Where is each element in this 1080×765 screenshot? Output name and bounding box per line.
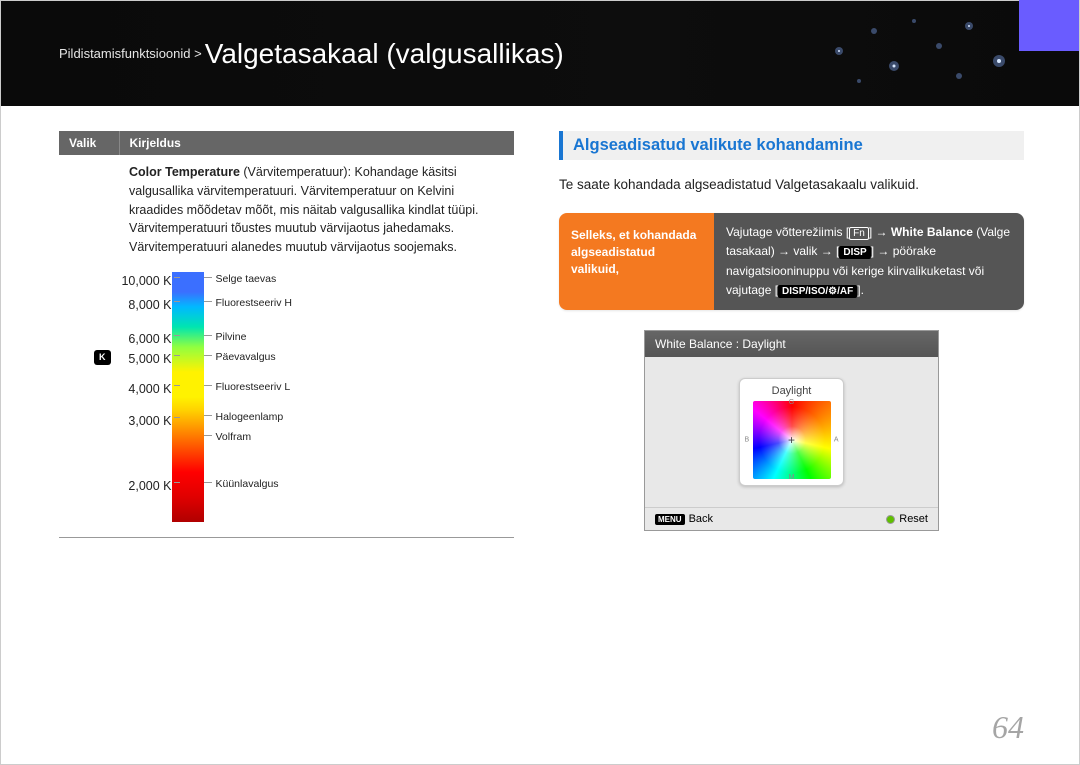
- content-area: Valik Kirjeldus Color Temperature (Värvi…: [1, 106, 1079, 538]
- kelvin-tick-label: 2,000 K: [128, 477, 171, 496]
- axis-label-g: G: [789, 399, 794, 406]
- table-description-cell: Color Temperature (Värvitemperatuur): Ko…: [119, 155, 514, 537]
- wb-preset-name: Daylight: [746, 385, 837, 397]
- wb-adjust-box: Daylight G M B A +: [739, 378, 844, 486]
- breadcrumb: Pildistamisfunktsioonid >: [59, 46, 202, 61]
- table-header-desc: Kirjeldus: [119, 131, 514, 155]
- axis-label-b: B: [745, 437, 750, 444]
- info-box-content: Vajutage võtterežiimis [Fn] → White Bala…: [714, 213, 1024, 310]
- color-gradient-bar: [172, 272, 204, 522]
- section-text: Te saate kohandada algseadistatud Valget…: [559, 175, 1024, 195]
- disp-button-label: DISP: [839, 246, 870, 259]
- kelvin-tick-desc: Küünlavalgus: [216, 477, 279, 493]
- page-header: Pildistamisfunktsioonid > Valgetasakaal …: [1, 1, 1079, 106]
- right-column: Algseadisatud valikute kohandamine Te sa…: [559, 131, 1024, 538]
- kelvin-chart: K 10,000 K 8,000 K 6,000 K5,000 K 4,000 K 3,…: [94, 272, 504, 522]
- desc-term: Color Temperature: [129, 165, 240, 179]
- kelvin-tick-desc: Halogeenlamp: [216, 410, 284, 426]
- section-heading: Algseadisatud valikute kohandamine: [559, 131, 1024, 160]
- options-table: Valik Kirjeldus Color Temperature (Värvi…: [59, 131, 514, 538]
- corner-tab: [1019, 0, 1079, 51]
- kelvin-tick-desc: Pilvine: [216, 330, 247, 346]
- kelvin-tick-desc: Selge taevas: [216, 272, 277, 288]
- kelvin-tick-label: 10,000 K: [121, 272, 171, 291]
- kelvin-tick-label: 5,000 K: [128, 350, 171, 369]
- axis-label-a: A: [834, 437, 839, 444]
- table-header-option: Valik: [59, 131, 119, 155]
- left-column: Valik Kirjeldus Color Temperature (Värvi…: [59, 131, 514, 538]
- grid-cursor-icon: +: [788, 433, 795, 447]
- menu-button-label: MENU: [655, 514, 685, 525]
- kelvin-tick-desc: Fluorestseeriv H: [216, 296, 292, 312]
- camera-title: White Balance : Daylight: [645, 331, 938, 357]
- reset-dot-icon: [886, 515, 895, 524]
- kelvin-icon: K: [94, 350, 111, 366]
- kelvin-tick-desc: Fluorestseeriv L: [216, 380, 291, 396]
- kelvin-tick-label: 6,000 K: [128, 330, 171, 349]
- kelvin-tick-label: 3,000 K: [128, 412, 171, 431]
- fn-button-label: Fn: [849, 227, 869, 240]
- back-label: Back: [689, 513, 713, 525]
- kelvin-tick-label: 8,000 K: [128, 296, 171, 315]
- page-number: 64: [992, 709, 1024, 746]
- kelvin-tick-label: 4,000 K: [128, 380, 171, 399]
- camera-footer: MENU Back Reset: [645, 507, 938, 530]
- info-box-label: Selleks, et kohandada algseadistatud val…: [559, 213, 714, 310]
- combo-button-label: DISP/ISO/⚙/AF: [778, 285, 857, 298]
- color-adjust-grid: G M B A +: [753, 401, 831, 479]
- kelvin-tick-desc: Volfram: [216, 430, 252, 446]
- page-title: Valgetasakaal (valgusallikas): [205, 38, 564, 70]
- reset-label: Reset: [899, 513, 928, 525]
- camera-preview: White Balance : Daylight Daylight G M B …: [644, 330, 939, 531]
- info-box: Selleks, et kohandada algseadistatud val…: [559, 213, 1024, 310]
- kelvin-tick-desc: Päevavalgus: [216, 350, 276, 366]
- axis-label-m: M: [789, 474, 795, 481]
